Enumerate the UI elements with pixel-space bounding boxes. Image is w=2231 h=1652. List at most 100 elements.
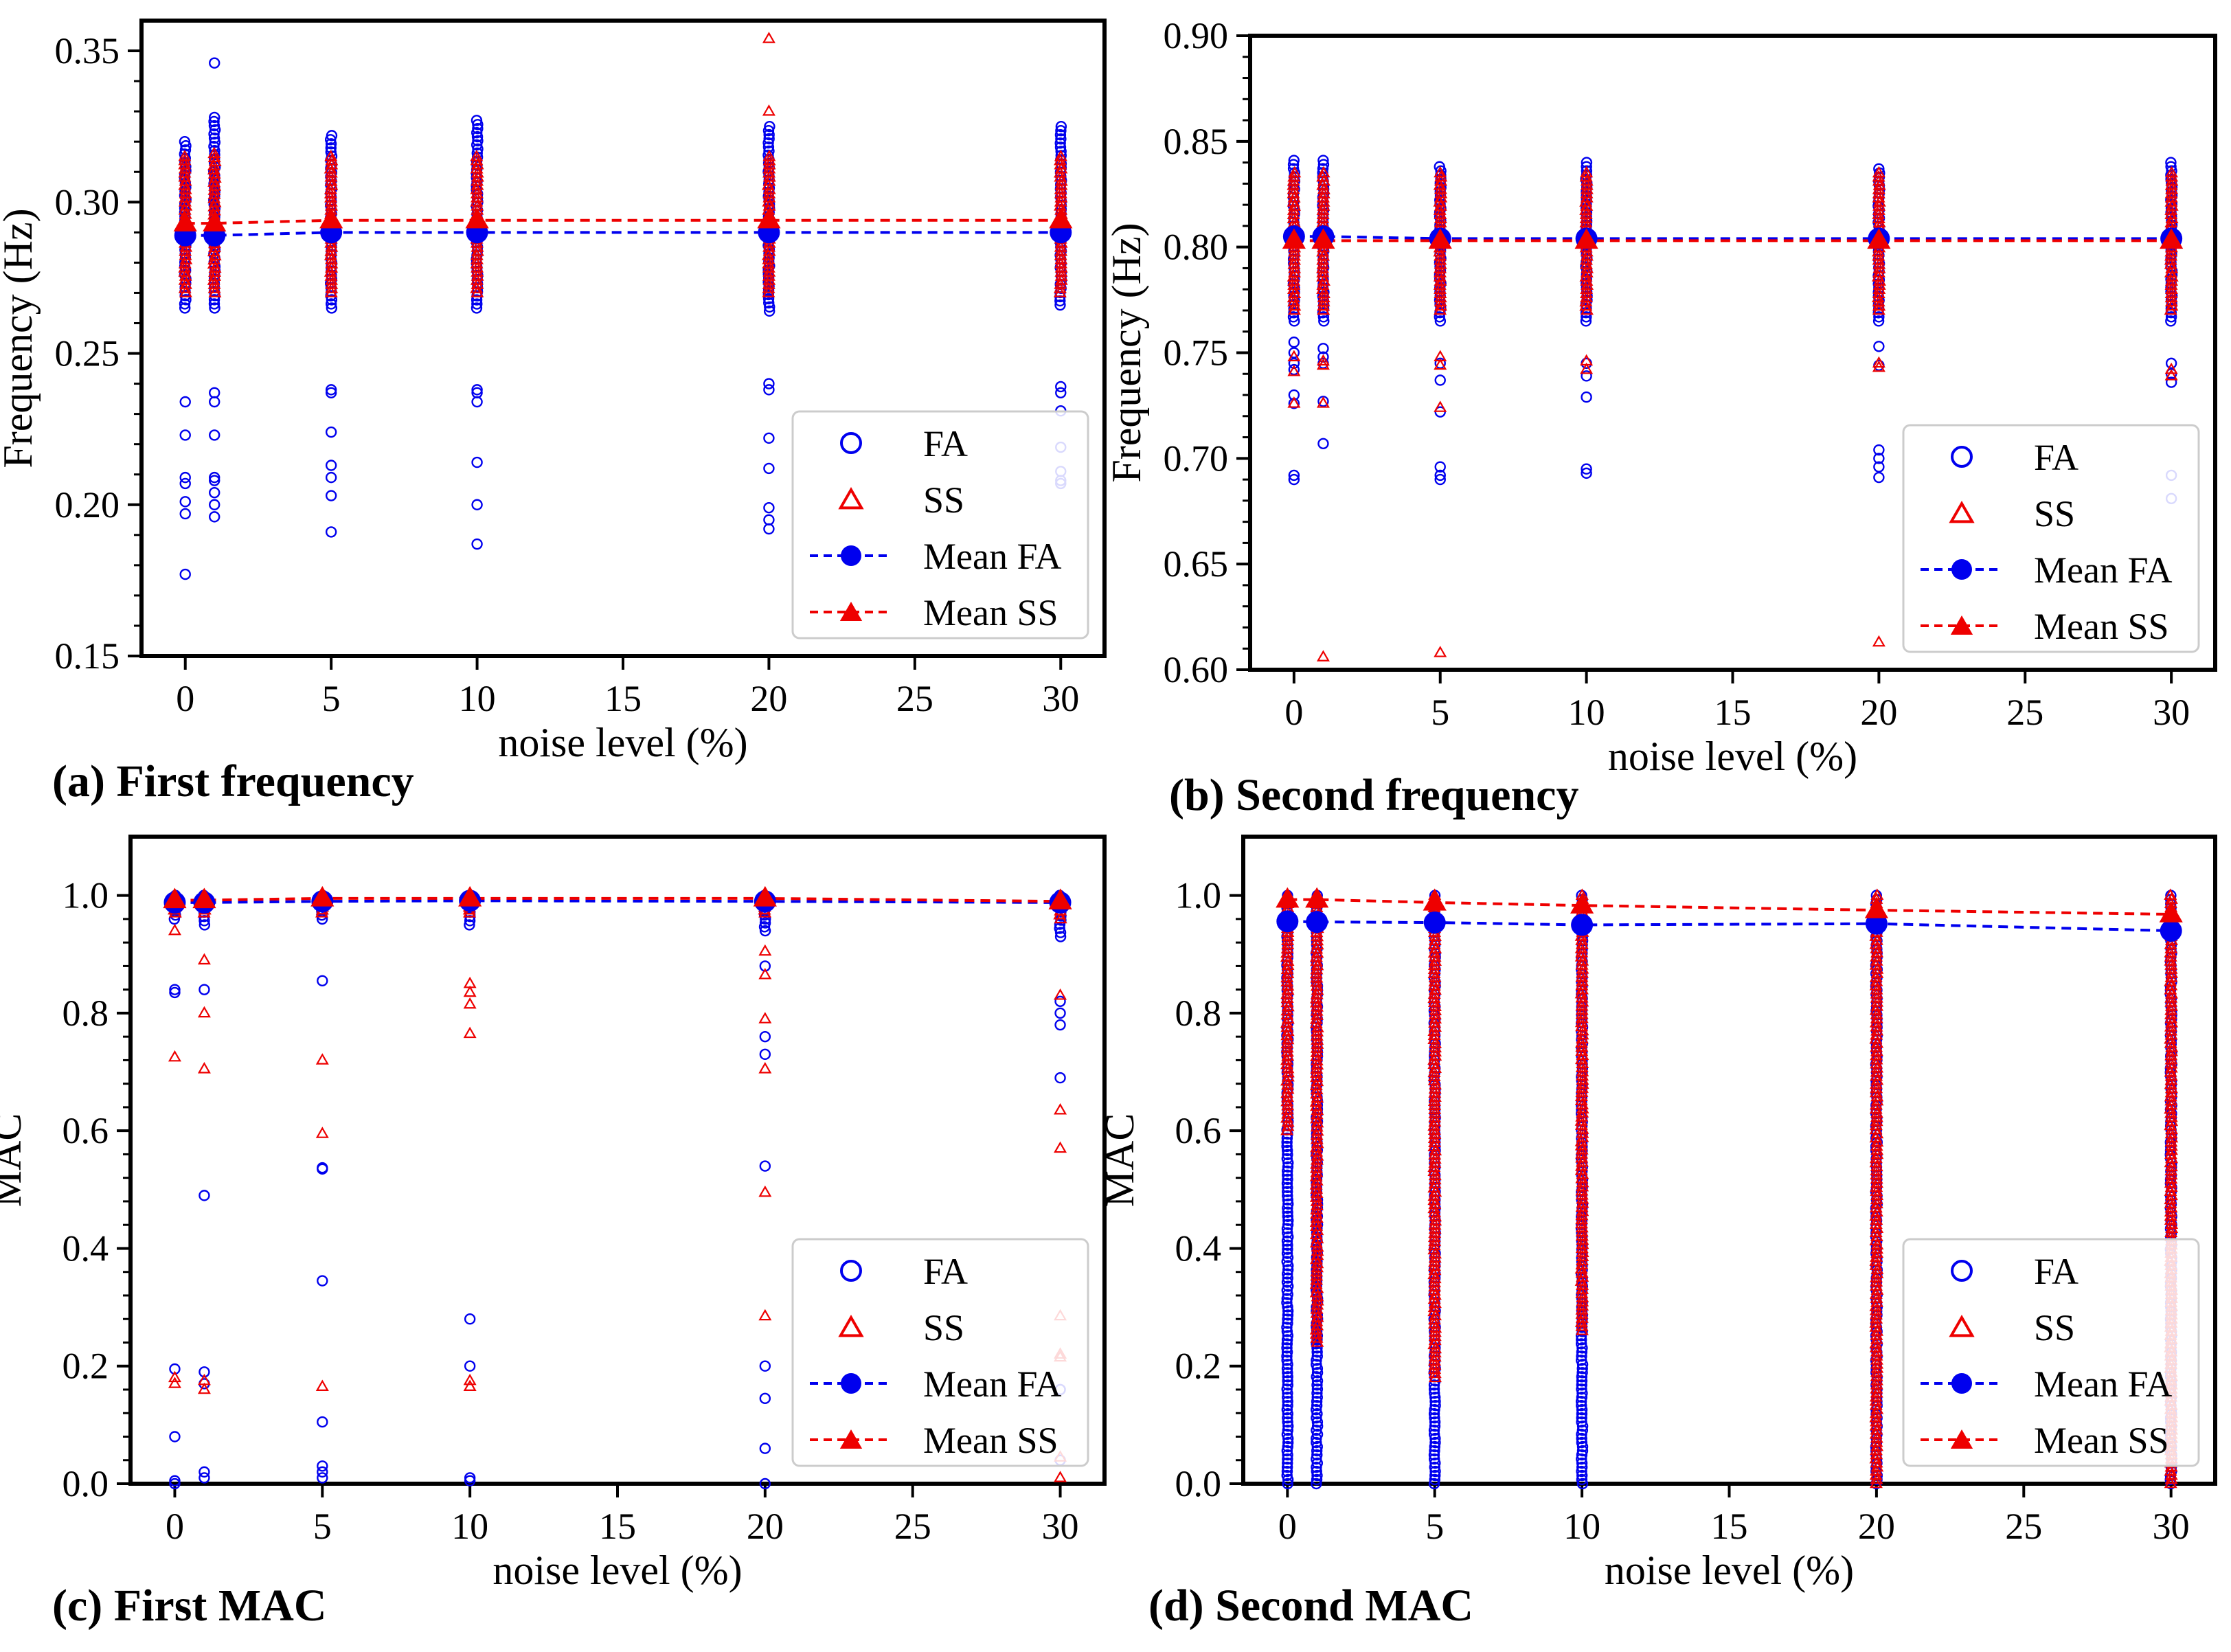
ss-point <box>1054 150 1067 161</box>
legend-label: Mean SS <box>923 592 1058 633</box>
panel-b: 0 5 10 15 20 25 30 0.60 0.65 0.70 0.75 0.80 0.85 0.90… <box>1104 15 2217 779</box>
fa-point <box>1576 1465 1587 1478</box>
fa-point <box>2165 311 2177 323</box>
ss-point <box>1287 350 1301 361</box>
fa-point <box>169 984 181 995</box>
fa-point <box>2165 315 2177 327</box>
ss-point <box>1316 354 1330 366</box>
fa-point <box>1429 1461 1440 1473</box>
fa-point <box>1429 1473 1441 1486</box>
fa-point <box>1580 315 1592 327</box>
fa-point <box>471 396 483 408</box>
ss-point <box>1872 356 1885 368</box>
legend-label: FA <box>2034 437 2079 478</box>
fa-point <box>1281 1342 1293 1354</box>
fa-point <box>1287 311 1300 323</box>
fa-point <box>1282 1186 1293 1198</box>
ss-point <box>324 150 338 161</box>
fa-point <box>208 298 220 310</box>
x-tick-label: 25 <box>894 1506 931 1547</box>
fa-point <box>1282 1375 1293 1387</box>
fa-point <box>1317 155 1329 166</box>
fa-point <box>1282 1367 1293 1379</box>
fa-point <box>1311 1469 1323 1482</box>
y-tick-label: 0.6 <box>63 1110 109 1151</box>
fa-point <box>1281 1428 1293 1440</box>
x-tick-label: 10 <box>459 678 496 719</box>
fa-point <box>1288 357 1300 370</box>
fa-point <box>179 429 191 441</box>
fa-point <box>1581 463 1592 475</box>
mean-ss-marker <box>465 207 489 229</box>
fa-point <box>209 145 220 157</box>
fa-point <box>199 984 210 995</box>
ss-point <box>315 1053 329 1065</box>
fa-point <box>208 120 220 132</box>
ss-point <box>1054 988 1067 1000</box>
fa-point <box>1576 1342 1588 1354</box>
mean-fa-line <box>1287 920 2171 933</box>
x-tick-label: 5 <box>313 1506 332 1547</box>
fa-point <box>1311 1473 1323 1486</box>
fa-point <box>1429 1420 1441 1432</box>
fa-point <box>1428 1478 1440 1490</box>
fa-point <box>1282 1359 1293 1370</box>
ss-point <box>1434 166 1447 178</box>
x-tick-label: 0 <box>166 1506 184 1547</box>
fa-point <box>1434 473 1446 486</box>
fa-point <box>1311 1359 1322 1370</box>
fa-point <box>208 132 220 144</box>
fa-point <box>1581 311 1592 323</box>
fa-point <box>1311 1388 1323 1399</box>
ss-point <box>1288 166 1302 178</box>
fa-point <box>1282 1453 1293 1465</box>
ss-point <box>1580 354 1594 366</box>
fa-point <box>1317 438 1329 449</box>
fa-point <box>1311 1400 1323 1412</box>
legend-ss-symbol <box>838 486 864 510</box>
fa-point <box>1576 1453 1587 1465</box>
fa-point <box>1576 1473 1588 1486</box>
ss-point <box>762 150 776 161</box>
mean-ss-marker <box>753 885 777 907</box>
fa-point <box>1282 1289 1293 1300</box>
fa-point <box>317 975 328 987</box>
fa-point <box>464 915 476 927</box>
fa-point <box>1311 1346 1323 1358</box>
fa-point <box>1576 1432 1587 1445</box>
fa-point <box>1873 471 1885 484</box>
fa-point <box>317 1472 328 1484</box>
fa-point <box>1289 315 1300 327</box>
ss-point <box>1872 635 1885 647</box>
fa-point <box>179 477 191 490</box>
mean-ss-marker <box>1282 228 1306 249</box>
y-tick-label: 0.8 <box>1175 993 1222 1034</box>
fa-point <box>1281 1445 1293 1457</box>
ss-point <box>758 968 772 980</box>
ss-point <box>1872 166 1885 178</box>
fa-point <box>1576 1338 1587 1350</box>
ss-point <box>1872 299 1885 311</box>
fa-point <box>1317 311 1330 323</box>
caption-d: (d) Second MAC <box>1148 1581 1473 1631</box>
ss-point <box>463 1379 477 1391</box>
fa-point <box>759 1360 771 1372</box>
fa-point <box>759 1392 771 1405</box>
panel-d: 0 5 10 15 20 25 30 0.0 0.2 0.4 0.6 0.8 1.0 noise leve… <box>1097 835 2217 1593</box>
fa-point <box>1311 1449 1323 1461</box>
fa-point <box>179 496 191 508</box>
x-tick-label: 5 <box>1425 1506 1444 1547</box>
ss-point <box>762 104 775 116</box>
mean-ss-marker <box>173 211 197 231</box>
fa-point <box>209 111 220 124</box>
legend-mean-ss-marker <box>1950 1429 1973 1449</box>
fa-point <box>179 568 191 580</box>
fa-point <box>1311 1350 1323 1362</box>
legend-fa-symbol <box>1951 1260 1973 1282</box>
fa-point <box>471 115 483 126</box>
mean-ss-marker <box>203 211 227 231</box>
fa-point <box>1281 1136 1293 1149</box>
fa-point <box>1282 1436 1294 1449</box>
fa-point <box>1054 995 1066 1007</box>
fa-point <box>179 471 191 484</box>
